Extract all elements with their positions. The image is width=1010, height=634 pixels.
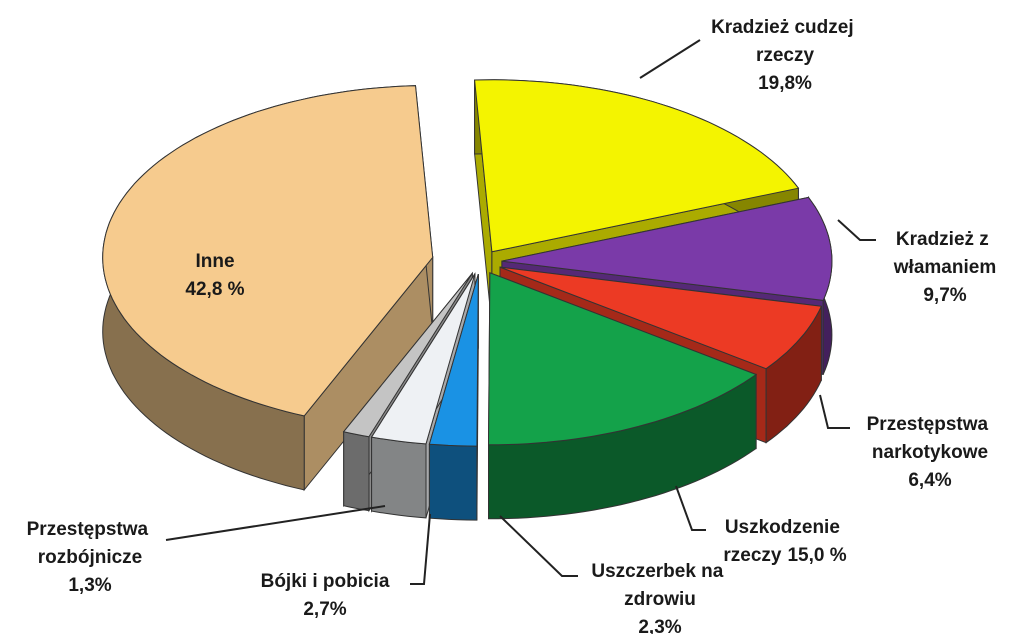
slice <box>499 266 823 370</box>
slice-label: Przestępstwa rozbójnicze <box>27 519 154 568</box>
label-line: rozbójnicze <box>38 547 143 568</box>
leader-line <box>837 219 876 241</box>
value-label: 15,0 % <box>787 545 846 566</box>
leader-line <box>639 39 701 79</box>
label-line: Przestępstwa <box>27 519 154 540</box>
value-label: 42,8 % <box>185 279 244 300</box>
label-line: Bójki i pobicia <box>261 571 390 592</box>
slice-label: Kradzież cudzej rzeczy <box>711 17 859 66</box>
slice <box>487 272 758 446</box>
leader-line <box>410 513 431 585</box>
value-label: 6,4% <box>908 470 951 491</box>
slice-label: Kradzież z włamaniem <box>893 229 996 278</box>
label-line: zdrowiu <box>624 589 696 610</box>
label-line: Uszkodzenie <box>725 517 845 538</box>
leader-line <box>819 394 850 429</box>
label-line: Kradzież z <box>896 229 994 250</box>
leader-line <box>499 515 578 577</box>
label-line: Uszczerbek na <box>591 561 728 582</box>
value-label: 2,7% <box>303 599 346 620</box>
label-line: Inne <box>195 251 234 272</box>
slice-wall <box>343 431 370 512</box>
slice-label: Uszkodzenie rzeczy <box>723 517 845 566</box>
slice <box>428 273 479 447</box>
label-line: Przestępstwa <box>867 414 994 435</box>
value-label: 19,8% <box>758 73 812 94</box>
label-line: narkotykowe <box>872 442 988 463</box>
label-line: włamaniem <box>893 257 996 278</box>
slice-label: Przestępstwa narkotykowe <box>867 414 994 463</box>
slice <box>342 272 473 438</box>
slice-wall <box>428 443 478 521</box>
label-line: Kradzież cudzej <box>711 17 859 38</box>
value-label: 2,3% <box>638 617 681 634</box>
slice-label: Uszczerbek na zdrowiu <box>591 561 728 610</box>
slice-wall <box>371 436 427 519</box>
slice <box>102 85 434 417</box>
slice <box>501 196 833 301</box>
leader-line <box>675 485 706 531</box>
label-line: rzeczy <box>756 45 815 66</box>
slice-label: Inne <box>195 251 234 272</box>
slice <box>370 273 476 445</box>
slice-label: Bójki i pobicia <box>261 571 390 592</box>
leader-line <box>165 505 386 541</box>
label-line: rzeczy <box>723 545 782 566</box>
value-label: 1,3% <box>68 575 111 596</box>
slice <box>474 79 800 253</box>
value-label: 9,7% <box>923 285 966 306</box>
